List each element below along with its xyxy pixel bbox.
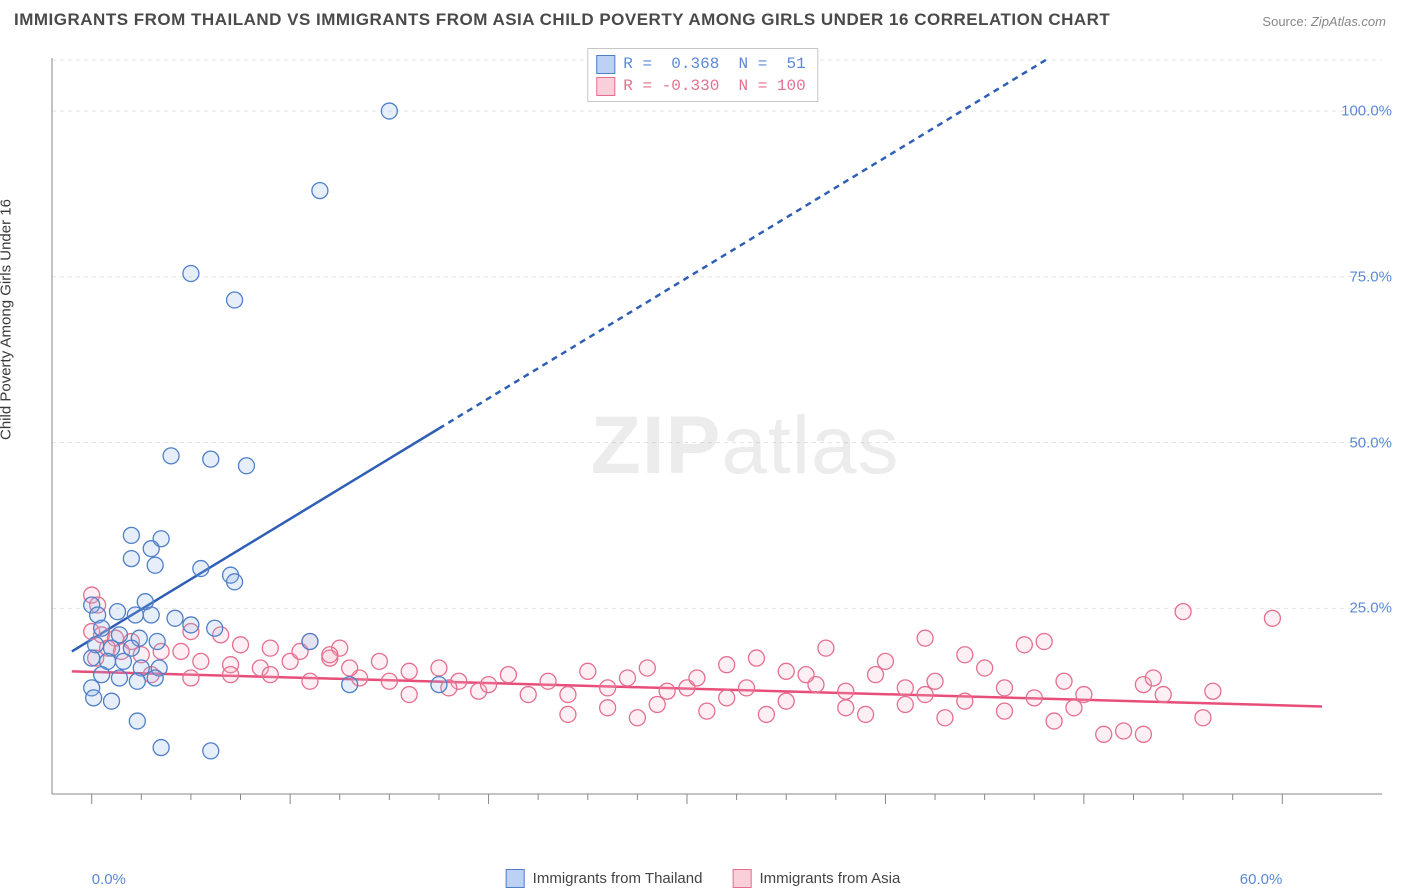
y-tick-label: 25.0% [1349,600,1392,617]
correlation-legend: R = 0.368 N = 51R = -0.330 N = 100 [587,48,818,102]
series-legend: Immigrants from Thailand Immigrants from … [506,869,901,888]
source-attribution: Source: ZipAtlas.com [1262,14,1386,29]
scatter-plot [46,46,1382,836]
chart-title: IMMIGRANTS FROM THAILAND VS IMMIGRANTS F… [14,10,1110,30]
legend-swatch [596,55,615,74]
legend-stat-text: R = 0.368 N = 51 [623,53,805,75]
y-tick-label: 100.0% [1341,103,1392,120]
legend-swatch [596,77,615,96]
y-axis-label: Child Poverty Among Girls Under 16 [0,199,15,440]
legend-item: Immigrants from Asia [732,869,900,888]
correlation-legend-row: R = 0.368 N = 51 [596,53,805,75]
legend-swatch [732,869,751,888]
x-tick-label: 0.0% [92,871,126,888]
legend-item: Immigrants from Thailand [506,869,703,888]
legend-label: Immigrants from Asia [759,870,900,887]
y-tick-label: 50.0% [1349,434,1392,451]
legend-label: Immigrants from Thailand [533,870,703,887]
source-label: Source: [1262,14,1307,29]
correlation-legend-row: R = -0.330 N = 100 [596,75,805,97]
source-value: ZipAtlas.com [1311,14,1386,29]
x-tick-label: 60.0% [1240,871,1283,888]
legend-swatch [506,869,525,888]
y-tick-label: 75.0% [1349,268,1392,285]
legend-stat-text: R = -0.330 N = 100 [623,75,805,97]
